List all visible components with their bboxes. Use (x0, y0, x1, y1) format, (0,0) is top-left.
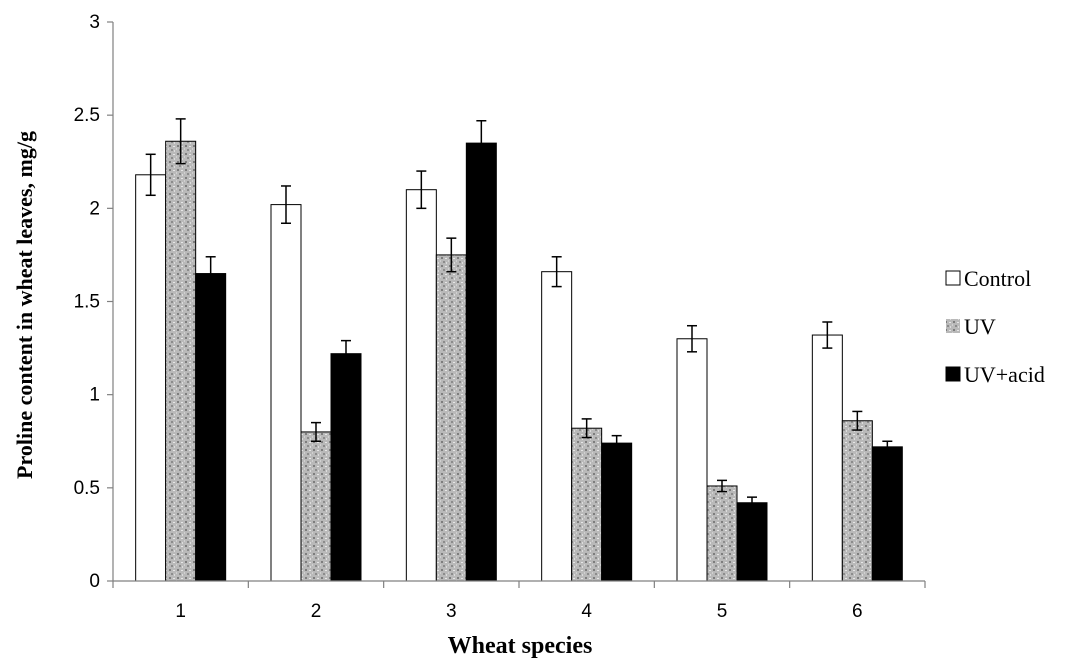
error-bar-control-2 (281, 185, 291, 224)
bar-uv-acid-1 (195, 273, 227, 582)
legend: Control UV UV+acid (945, 266, 1045, 387)
x-axis-title: Wheat species (448, 633, 593, 659)
y-tick-label: 0.5 (74, 478, 100, 499)
error-bar-control-5 (687, 324, 697, 353)
x-tick-label: 4 (581, 601, 592, 622)
bar-uv-acid-2 (330, 353, 362, 582)
error-bar-control-3 (416, 170, 427, 210)
y-tick-label: 2 (89, 198, 100, 219)
legend-swatch (945, 270, 961, 286)
error-bars-layer (145, 118, 893, 510)
bar-control-2 (270, 204, 302, 582)
error-bar-control-1 (145, 153, 156, 197)
axes-layer: 0 0.5 1 1.5 2 2.5 3 1 2 3 4 5 6 (74, 12, 926, 622)
x-tick-label: 5 (717, 601, 728, 622)
error-bar-uv-acid-3 (476, 120, 487, 167)
x-tick-label: 2 (311, 601, 322, 622)
bar-control-1 (135, 174, 167, 582)
bars-layer (135, 140, 903, 582)
error-bar-uv-acid-6 (882, 440, 893, 454)
bar-uv-acid-5 (736, 502, 768, 582)
y-tick-label: 3 (89, 12, 100, 33)
y-tick-label: 1 (89, 385, 100, 406)
x-tick-label: 3 (446, 601, 457, 622)
legend-label: Control (964, 266, 1031, 291)
bar-uv-acid-4 (601, 442, 633, 582)
bar-uv-acid-3 (465, 142, 497, 582)
error-bar-control-4 (551, 256, 562, 288)
error-bar-control-6 (822, 321, 833, 349)
bar-control-4 (541, 271, 573, 582)
y-tick-label: 2.5 (74, 105, 100, 126)
y-axis-title: Proline content in wheat leaves, mg/g (12, 131, 37, 479)
error-bar-uv-4 (581, 418, 592, 439)
bar-control-6 (811, 334, 843, 582)
bar-uv-4 (571, 427, 603, 582)
bar-uv-5 (706, 485, 738, 582)
error-bar-uv-acid-5 (747, 496, 757, 510)
bar-uv-2 (300, 431, 332, 582)
y-tick-label: 1.5 (74, 292, 100, 313)
error-bar-uv-5 (717, 479, 727, 493)
legend-item-uv-acid: UV+acid (945, 362, 1045, 387)
bar-uv-acid-6 (871, 446, 903, 582)
bar-control-3 (405, 189, 437, 582)
legend-item-control: Control (945, 266, 1031, 291)
error-bar-uv-6 (852, 410, 863, 431)
legend-item-uv: UV (946, 314, 996, 339)
x-tick-label: 1 (175, 601, 186, 622)
error-bar-uv-2 (311, 421, 321, 442)
legend-label: UV (964, 314, 996, 339)
legend-swatch (945, 366, 961, 382)
bar-uv-6 (841, 420, 873, 582)
bar-uv-3 (435, 254, 467, 582)
error-bar-uv-3 (446, 237, 457, 273)
error-bar-uv-acid-2 (341, 339, 351, 368)
x-tick-label: 6 (852, 601, 863, 622)
bar-uv-1 (165, 140, 197, 582)
legend-label: UV+acid (964, 362, 1045, 387)
error-bar-uv-acid-1 (205, 256, 216, 292)
error-bar-uv-1 (175, 118, 186, 165)
error-bar-uv-acid-4 (611, 434, 622, 452)
legend-swatch (946, 319, 960, 333)
y-tick-label: 0 (89, 571, 100, 592)
bar-control-5 (676, 338, 708, 582)
